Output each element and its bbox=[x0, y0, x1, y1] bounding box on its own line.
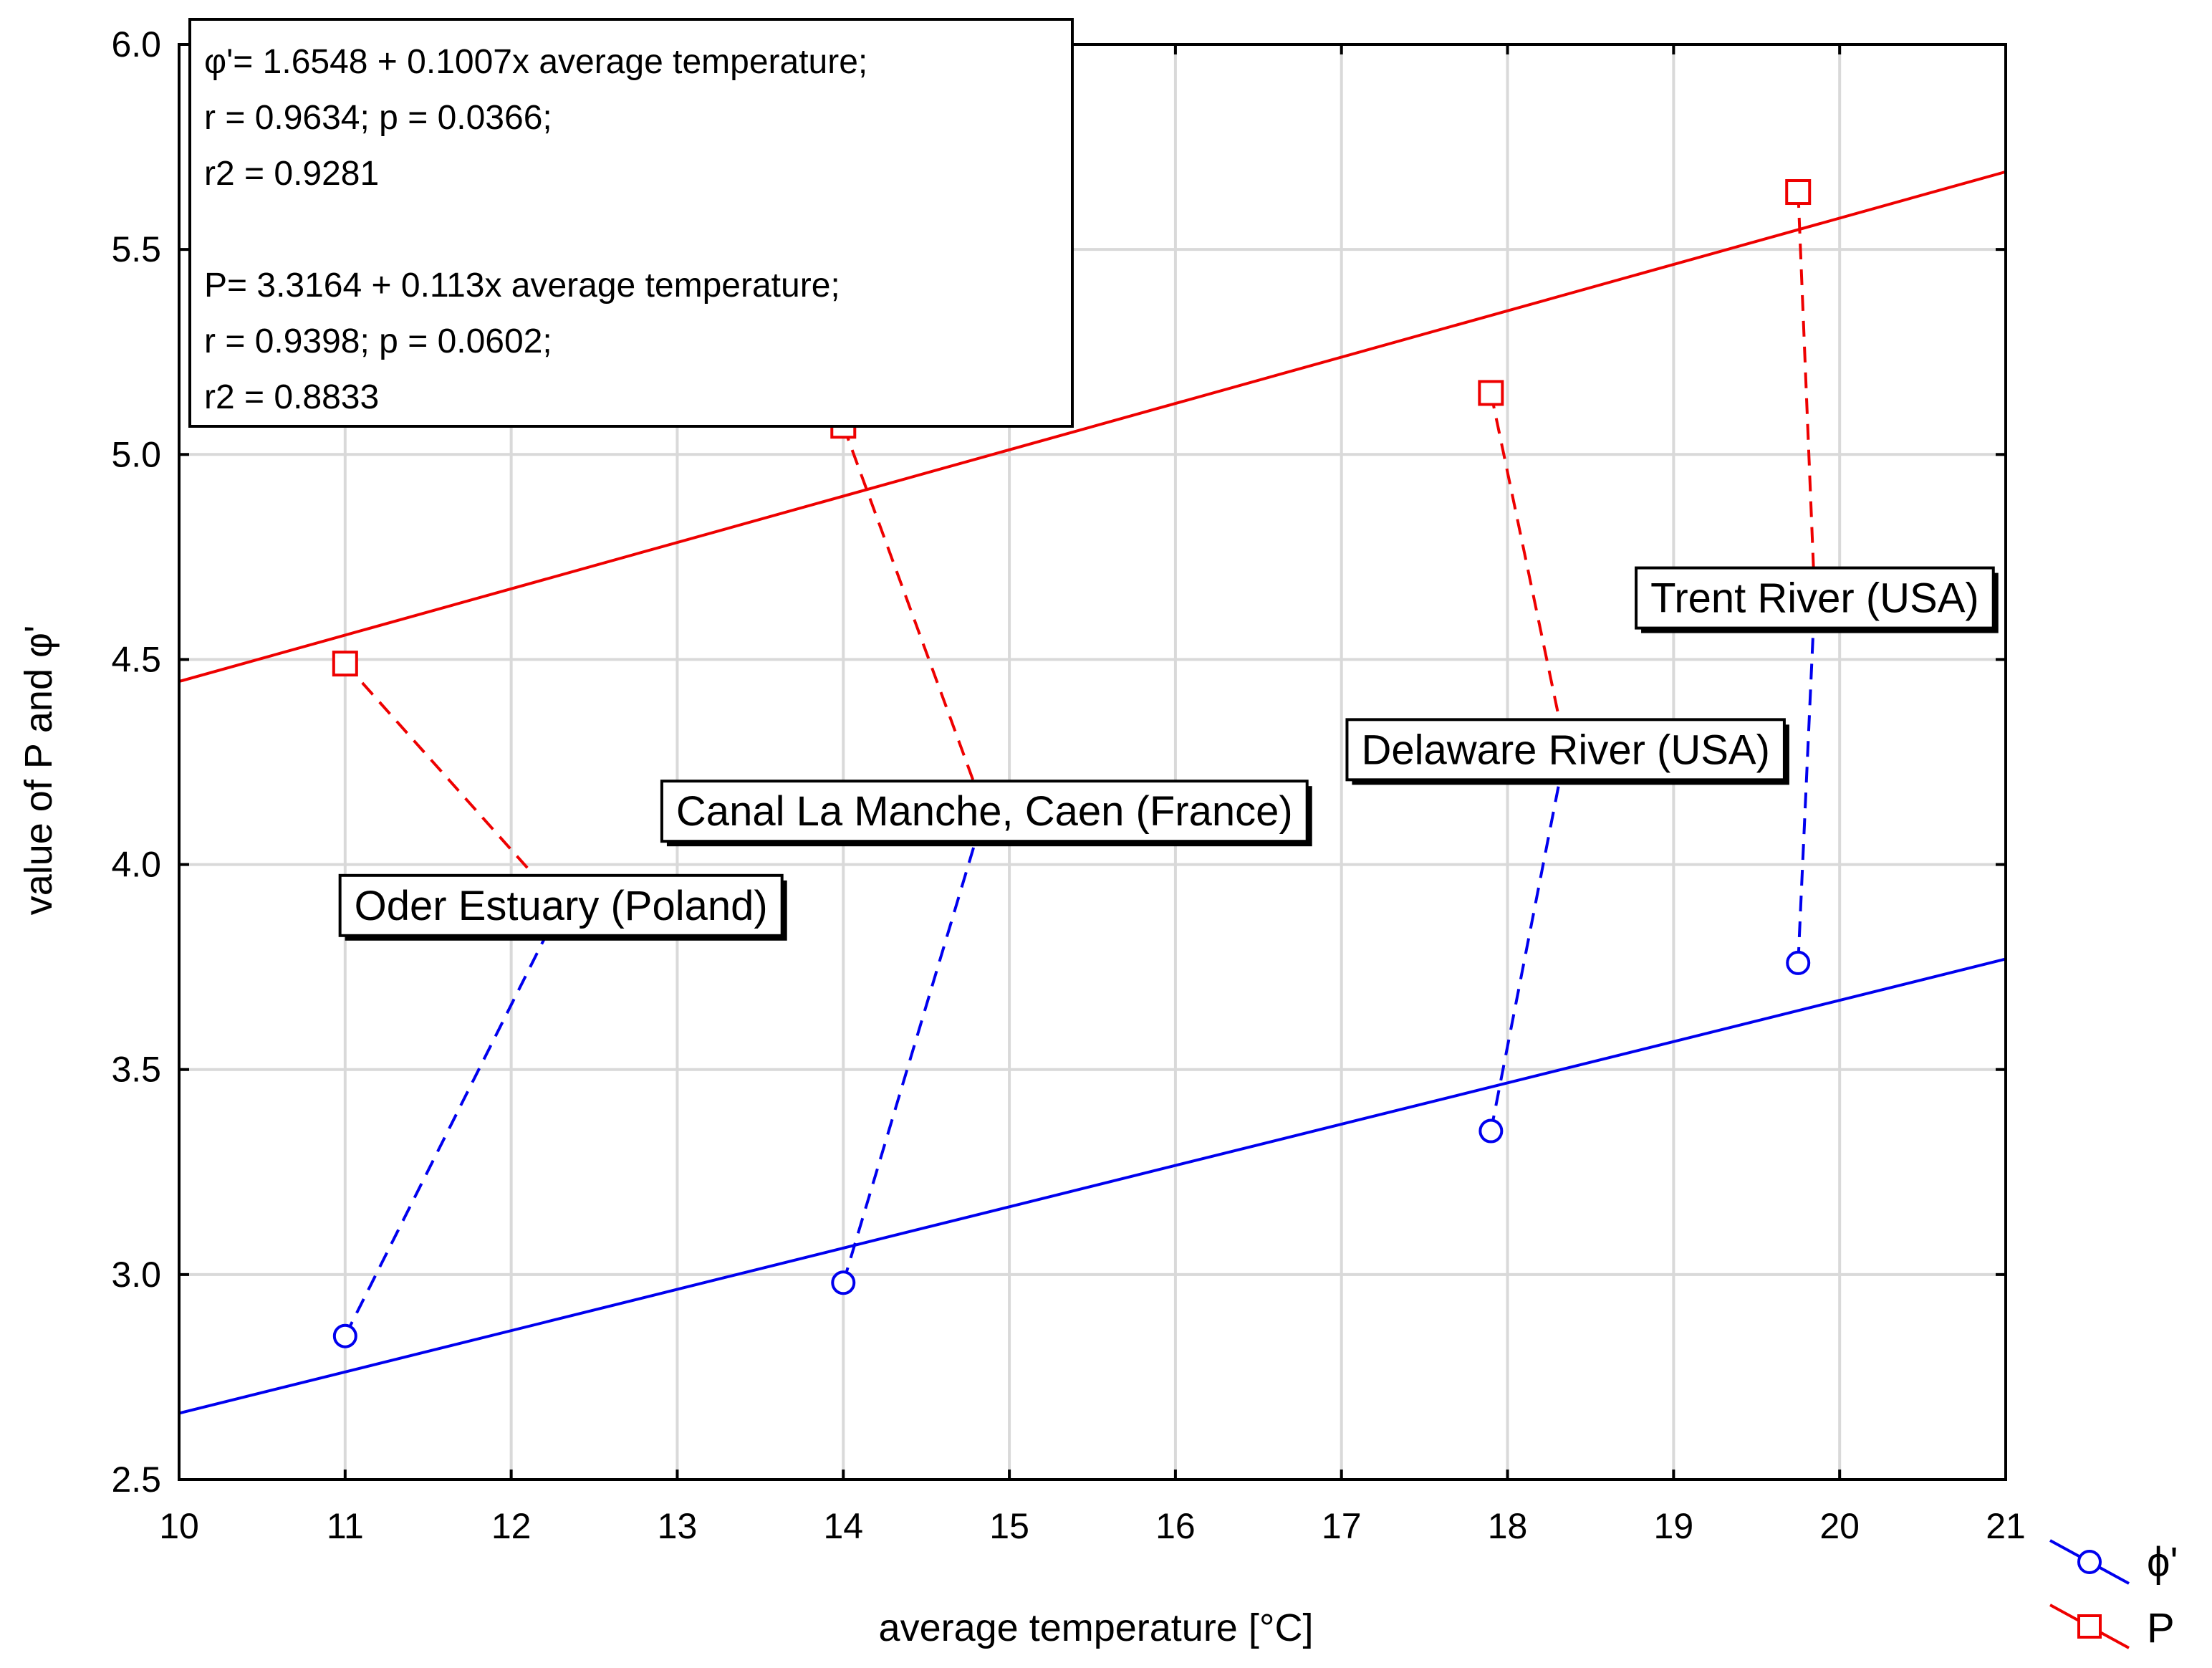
site-label-3: Trent River (USA) bbox=[1635, 566, 1999, 633]
x-axis-title: average temperature [°C] bbox=[879, 1606, 1314, 1649]
equation-box-frame bbox=[188, 18, 1074, 428]
fit-lines bbox=[178, 170, 2006, 1415]
connector-phi-1 bbox=[842, 810, 986, 1283]
site-label-box bbox=[660, 780, 1309, 843]
equation-line: r = 0.9398; p = 0.0602; bbox=[204, 322, 552, 360]
y-tick-label: 3.5 bbox=[111, 1050, 161, 1090]
equation-line: r2 = 0.8833 bbox=[204, 378, 379, 416]
equation-line: r = 0.9634; p = 0.0366; bbox=[204, 99, 552, 137]
phi-point bbox=[1786, 950, 1811, 975]
equation-line: φ'= 1.6548 + 0.1007x average temperature… bbox=[204, 43, 867, 81]
y-tick-label: 2.5 bbox=[111, 1460, 161, 1500]
label-connectors bbox=[344, 191, 1817, 1337]
p-point bbox=[1478, 380, 1504, 406]
phi-point bbox=[1478, 1118, 1504, 1144]
x-tick-label: 16 bbox=[1155, 1506, 1196, 1546]
site-label-box bbox=[1345, 718, 1786, 782]
connector-p-0 bbox=[344, 662, 562, 907]
y-axis-title: value of P and φ' bbox=[17, 626, 60, 916]
site-label-1: Canal La Manche, Caen (France) bbox=[660, 780, 1312, 847]
site-label-box bbox=[338, 873, 784, 937]
point-labels: Oder Estuary (Poland) Canal La Manche, Ca… bbox=[338, 566, 1999, 941]
x-tick-label: 15 bbox=[989, 1506, 1029, 1546]
equation-box: φ'= 1.6548 + 0.1007x average temperature… bbox=[188, 18, 1074, 428]
legend: ϕ' P bbox=[2049, 1539, 2178, 1652]
fit-line-phi bbox=[178, 957, 2006, 1415]
x-tick-label: 20 bbox=[1819, 1506, 1860, 1546]
y-tick-label: 4.0 bbox=[111, 845, 161, 885]
x-tick-label: 21 bbox=[1986, 1506, 2026, 1546]
p-point bbox=[1785, 179, 1812, 206]
site-label-0: Oder Estuary (Poland) bbox=[338, 873, 787, 941]
site-label-text: Oder Estuary (Poland) bbox=[355, 883, 768, 929]
y-tick-label: 5.0 bbox=[111, 434, 161, 474]
x-tick-label: 12 bbox=[491, 1506, 532, 1546]
y-tick-label: 4.5 bbox=[111, 639, 161, 679]
legend-phi-label: ϕ' bbox=[2147, 1539, 2178, 1586]
y-tick-label: 6.0 bbox=[111, 24, 161, 64]
p-point bbox=[332, 651, 358, 677]
legend-item-p: P bbox=[2049, 1604, 2175, 1652]
axis-ticks: 10 11 12 13 14 15 16 17 18 19 20 21 2.5 3.0 3.5 4.0 4.5 5… bbox=[111, 24, 2025, 1546]
site-label-text: Canal La Manche, Caen (France) bbox=[676, 788, 1293, 835]
x-tick-label: 10 bbox=[159, 1506, 199, 1546]
equation-line: r2 = 0.9281 bbox=[204, 155, 379, 193]
plot-frame bbox=[178, 43, 2007, 1481]
legend-p-marker bbox=[2077, 1614, 2102, 1639]
connector-p-3 bbox=[1797, 191, 1817, 598]
site-label-text: Delaware River (USA) bbox=[1361, 727, 1769, 773]
x-tick-label: 13 bbox=[658, 1506, 698, 1546]
site-label-text: Trent River (USA) bbox=[1650, 575, 1979, 622]
connector-phi-0 bbox=[344, 904, 562, 1337]
x-tick-label: 19 bbox=[1654, 1506, 1694, 1546]
connector-p-1 bbox=[842, 425, 986, 812]
x-tick-label: 14 bbox=[823, 1506, 863, 1546]
connector-p-2 bbox=[1489, 393, 1567, 750]
connector-phi-2 bbox=[1489, 749, 1567, 1131]
x-tick-label: 17 bbox=[1322, 1506, 1362, 1546]
legend-item-phi: ϕ' bbox=[2049, 1539, 2178, 1586]
phi-point bbox=[332, 1323, 357, 1348]
fit-line-p bbox=[178, 170, 2006, 684]
y-tick-label: 5.5 bbox=[111, 229, 161, 269]
site-label-box bbox=[1635, 566, 1995, 630]
y-tick-label: 3.0 bbox=[111, 1255, 161, 1295]
legend-p-label: P bbox=[2147, 1605, 2175, 1652]
site-label-2: Delaware River (USA) bbox=[1345, 718, 1789, 785]
data-points bbox=[332, 179, 1812, 1348]
connector-phi-3 bbox=[1797, 598, 1817, 964]
phi-point bbox=[831, 1270, 856, 1295]
equation-line: P= 3.3164 + 0.113x average temperature; bbox=[204, 267, 840, 305]
x-tick-label: 11 bbox=[327, 1506, 364, 1546]
legend-phi-marker bbox=[2077, 1550, 2102, 1574]
x-tick-label: 18 bbox=[1488, 1506, 1528, 1546]
